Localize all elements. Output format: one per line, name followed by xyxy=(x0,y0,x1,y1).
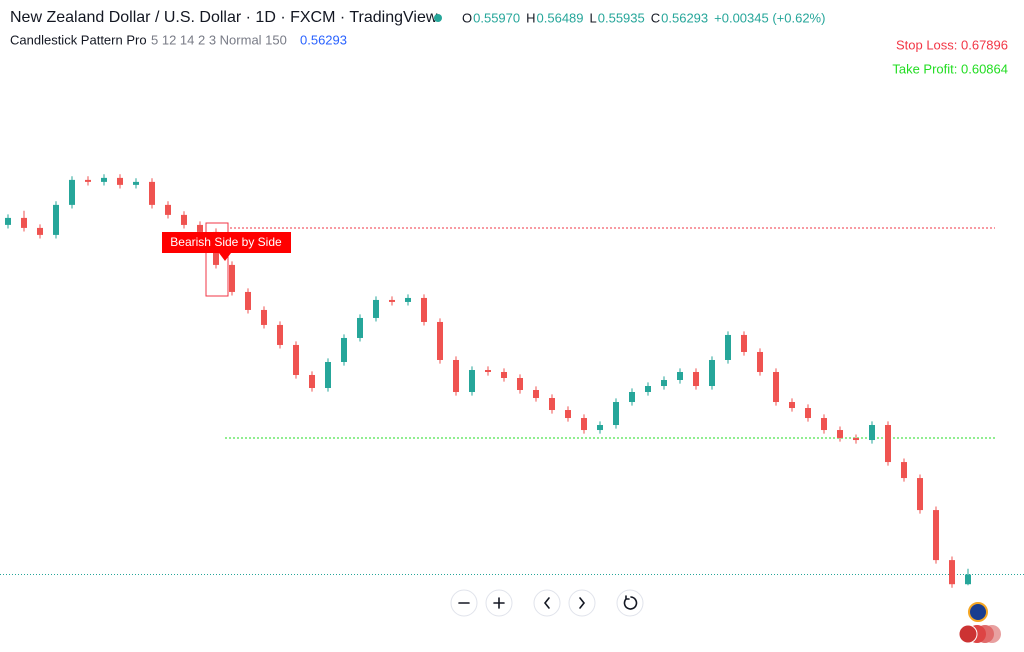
candle-body xyxy=(357,317,363,338)
candle-body xyxy=(789,402,795,409)
ohlc-legend: O 0.55970 H 0.56489 L 0.55935 C 0.56293 +0.00345… xyxy=(462,10,825,25)
candle-body xyxy=(853,438,859,441)
candle-body xyxy=(5,217,11,225)
candle-body xyxy=(341,337,347,362)
candle-body xyxy=(469,369,475,393)
ohlc-value: 0.56489 xyxy=(537,10,584,25)
candle-body xyxy=(437,321,443,360)
candle-body xyxy=(613,402,619,426)
ohlc-value: 0.55935 xyxy=(598,10,645,25)
reset-button[interactable] xyxy=(616,589,644,617)
indicator-name: Candlestick Pattern Pro xyxy=(10,32,147,47)
candle-body xyxy=(117,177,123,185)
candle-body xyxy=(21,217,27,228)
candle-body xyxy=(197,224,203,232)
candle-body xyxy=(181,214,187,225)
zoom-controls xyxy=(450,589,644,617)
candle-body xyxy=(869,425,875,441)
candle-body xyxy=(149,181,155,205)
flag xyxy=(958,624,978,644)
candle-body xyxy=(373,299,379,318)
ohlc-key: H xyxy=(526,10,535,25)
candle-body xyxy=(101,177,107,182)
candle-body xyxy=(709,359,715,387)
candle-body xyxy=(405,297,411,302)
ohlc-key: O xyxy=(462,10,472,25)
candle-body xyxy=(677,371,683,380)
candle-body xyxy=(53,204,59,235)
candle-body xyxy=(37,227,43,235)
ohlc-value: 0.55970 xyxy=(473,10,520,25)
candle-body xyxy=(565,410,571,419)
indicator-params: 5 12 14 2 3 Normal 150 xyxy=(151,32,287,47)
candle-body xyxy=(629,392,635,403)
candle-body xyxy=(901,462,907,479)
candle-body xyxy=(597,425,603,431)
candle-body xyxy=(549,398,555,411)
candle-body xyxy=(933,510,939,561)
candle-body xyxy=(965,574,971,585)
candle-body xyxy=(581,418,587,431)
candle-body xyxy=(69,179,75,205)
candle-body xyxy=(229,264,235,292)
pattern-box xyxy=(205,222,229,297)
candle-body xyxy=(725,334,731,360)
candle-body xyxy=(389,299,395,302)
scroll-left-button[interactable] xyxy=(533,589,561,617)
candle-body xyxy=(949,560,955,585)
right-icon xyxy=(579,597,586,609)
candle-body xyxy=(245,291,251,310)
pattern-label: Bearish Side by Side xyxy=(170,235,282,249)
candle-body xyxy=(533,390,539,399)
candle-body xyxy=(325,361,331,389)
candle-body xyxy=(133,181,139,185)
candle-body xyxy=(885,425,891,463)
candle-body xyxy=(645,386,651,393)
candle-body xyxy=(517,377,523,391)
candle-body xyxy=(501,371,507,378)
ohlc-change: +0.00345 (+0.62%) xyxy=(714,10,825,25)
candle-body xyxy=(261,309,267,325)
candle-body xyxy=(805,408,811,419)
pattern-label-bg xyxy=(162,232,291,253)
indicator-value: 0.56293 xyxy=(300,32,347,47)
candle-body xyxy=(421,297,427,322)
candle-body xyxy=(85,179,91,182)
status-dot xyxy=(434,14,442,22)
candle-body xyxy=(277,324,283,345)
candle-body xyxy=(165,204,171,215)
candle-body xyxy=(917,478,923,511)
candle-body xyxy=(837,430,843,439)
reset-icon xyxy=(623,595,638,610)
left-icon xyxy=(543,597,550,609)
ohlc-key: L xyxy=(590,10,597,25)
candle-body xyxy=(293,344,299,375)
candle-body xyxy=(661,379,667,387)
candle-body xyxy=(485,369,491,372)
pattern-pointer xyxy=(219,253,231,261)
candle-body xyxy=(453,359,459,393)
candle-body xyxy=(741,334,747,352)
candle-body xyxy=(309,374,315,389)
take-profit-label: Take Profit: 0.60864 xyxy=(892,61,1008,76)
ohlc-value: 0.56293 xyxy=(661,10,708,25)
candle-body xyxy=(773,371,779,403)
candle-body xyxy=(693,371,699,387)
candle-body xyxy=(821,418,827,431)
plus-icon xyxy=(493,597,505,609)
chart-title: New Zealand Dollar / U.S. Dollar · 1D · … xyxy=(10,9,438,26)
ohlc-key: C xyxy=(651,10,660,25)
scroll-right-button[interactable] xyxy=(568,589,596,617)
flag xyxy=(968,602,988,622)
stop-loss-label: Stop Loss: 0.67896 xyxy=(896,37,1008,52)
candle-body xyxy=(757,351,763,372)
currency-flags xyxy=(958,602,1001,644)
